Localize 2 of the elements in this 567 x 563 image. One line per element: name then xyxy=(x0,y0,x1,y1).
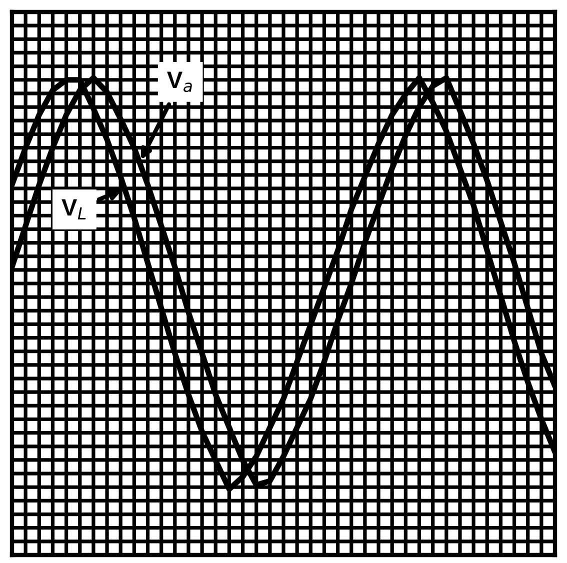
legend-label: V$_{L}$ xyxy=(62,199,86,220)
text: V$_{a}$ xyxy=(167,72,192,92)
